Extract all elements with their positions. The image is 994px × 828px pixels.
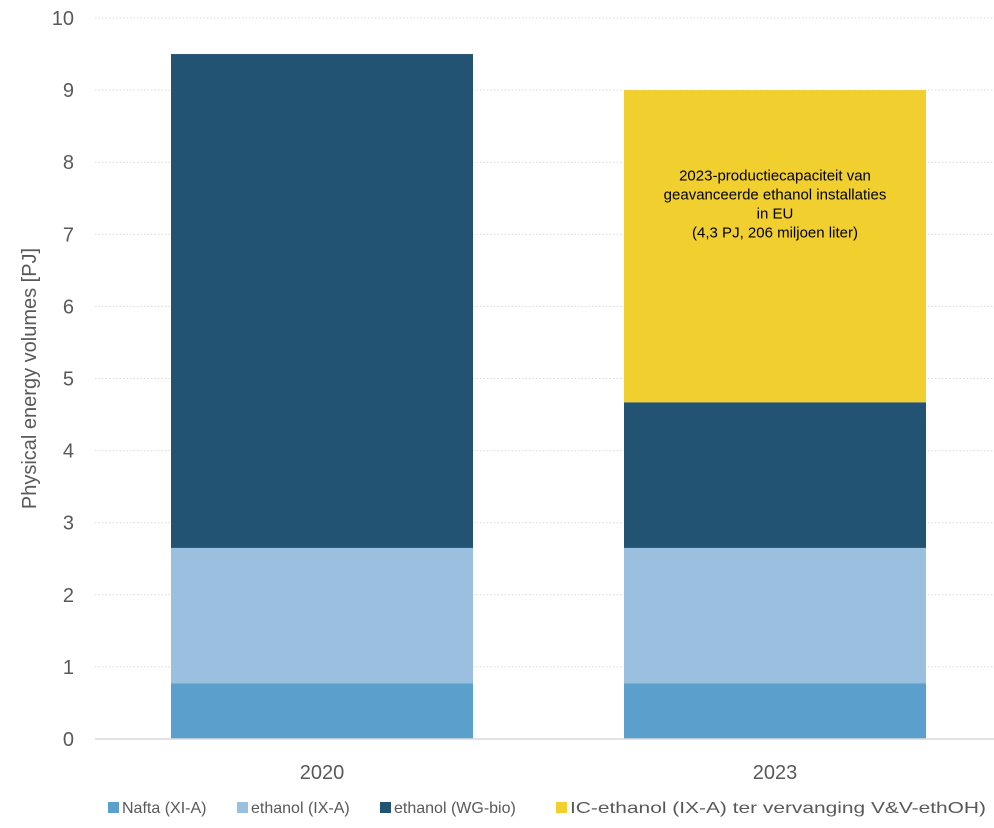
bars (171, 54, 926, 739)
legend-label: ethanol (WG-bio) (394, 800, 516, 817)
legend-label: Nafta (XI-A) (122, 800, 206, 817)
y-tick-label: 1 (63, 657, 74, 679)
x-tick-label: 2023 (753, 762, 798, 784)
y-tick-label: 4 (63, 441, 74, 463)
legend-swatch (556, 802, 567, 813)
annotation-line: (4,3 PJ, 206 miljoen liter) (692, 225, 858, 242)
y-tick-label: 0 (63, 729, 74, 751)
bar-segment (624, 90, 926, 403)
legend-label: IC-ethanol (IX-A) ter vervanging V&V-eth… (570, 800, 986, 817)
bar-annotation: 2023-productiecapaciteit van geavanceerde… (664, 168, 887, 242)
x-tick-labels: 2020 2023 (300, 762, 798, 784)
x-tick-label: 2020 (300, 762, 345, 784)
bar-segment (624, 547, 926, 684)
annotation-line: in EU (757, 206, 794, 223)
y-axis-title: Physical energy volumes [PJ] (19, 248, 41, 509)
y-tick-label: 10 (52, 8, 74, 30)
bar-segment (171, 547, 473, 684)
y-tick-label: 9 (63, 80, 74, 102)
bar-segment (624, 402, 926, 548)
legend-swatch (380, 802, 391, 813)
y-tick-label: 3 (63, 513, 74, 535)
y-tick-label: 7 (63, 224, 74, 246)
y-tick-label: 2 (63, 585, 74, 607)
y-tick-label: 8 (63, 152, 74, 174)
bar-segment (624, 683, 926, 739)
y-tick-label: 6 (63, 296, 74, 318)
legend-swatch (108, 802, 119, 813)
annotation-line: 2023-productiecapaciteit van (679, 168, 871, 185)
annotation-line: geavanceerde ethanol installaties (664, 187, 887, 204)
legend: Nafta (XI-A) ethanol (IX-A) ethanol (WG-bi… (108, 800, 986, 817)
legend-label: ethanol (IX-A) (251, 800, 350, 817)
legend-swatch (237, 802, 248, 813)
bar-segment (171, 683, 473, 739)
y-tick-label: 5 (63, 369, 74, 391)
bar-segment (171, 54, 473, 548)
y-tick-labels: 0 1 2 3 4 5 6 7 8 9 10 (52, 8, 74, 751)
